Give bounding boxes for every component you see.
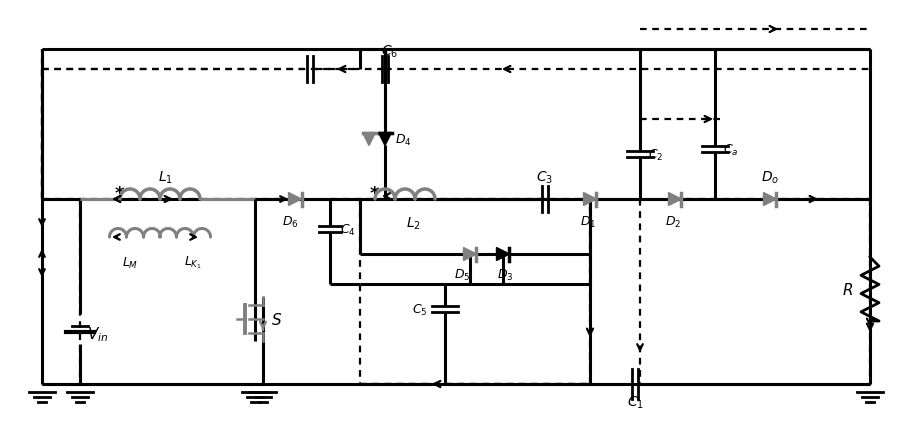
- Text: $D_4$: $D_4$: [395, 132, 412, 147]
- Text: $L_2$: $L_2$: [405, 215, 421, 232]
- Polygon shape: [363, 133, 376, 146]
- Text: $C_2$: $C_2$: [648, 147, 664, 162]
- Text: $D_5$: $D_5$: [454, 267, 470, 282]
- Polygon shape: [583, 193, 596, 206]
- Text: $S$: $S$: [271, 311, 282, 327]
- Polygon shape: [668, 193, 681, 206]
- Text: $L_{K_1}$: $L_{K_1}$: [184, 254, 202, 270]
- Text: $C_a$: $C_a$: [724, 142, 738, 157]
- Text: $L_1$: $L_1$: [158, 169, 173, 186]
- Text: $L_M$: $L_M$: [122, 255, 138, 270]
- Text: $D_1$: $D_1$: [580, 214, 596, 229]
- Text: $D_o$: $D_o$: [761, 169, 779, 186]
- Text: *: *: [369, 184, 378, 203]
- Text: $C_3$: $C_3$: [536, 169, 554, 186]
- Text: $C_6$: $C_6$: [381, 44, 399, 60]
- Text: $C_4$: $C_4$: [341, 222, 356, 237]
- Text: $D_3$: $D_3$: [497, 267, 513, 282]
- Polygon shape: [463, 248, 476, 261]
- Polygon shape: [497, 248, 509, 261]
- Text: $V_{in}$: $V_{in}$: [88, 325, 109, 344]
- Polygon shape: [763, 193, 776, 206]
- Polygon shape: [378, 133, 391, 146]
- Text: $D_6$: $D_6$: [282, 214, 298, 229]
- Text: $C_5$: $C_5$: [413, 302, 427, 317]
- Text: $D_2$: $D_2$: [665, 214, 681, 229]
- Text: $R$: $R$: [843, 281, 854, 297]
- Polygon shape: [289, 193, 302, 206]
- Text: $C_1$: $C_1$: [627, 394, 643, 410]
- Text: *: *: [114, 184, 124, 203]
